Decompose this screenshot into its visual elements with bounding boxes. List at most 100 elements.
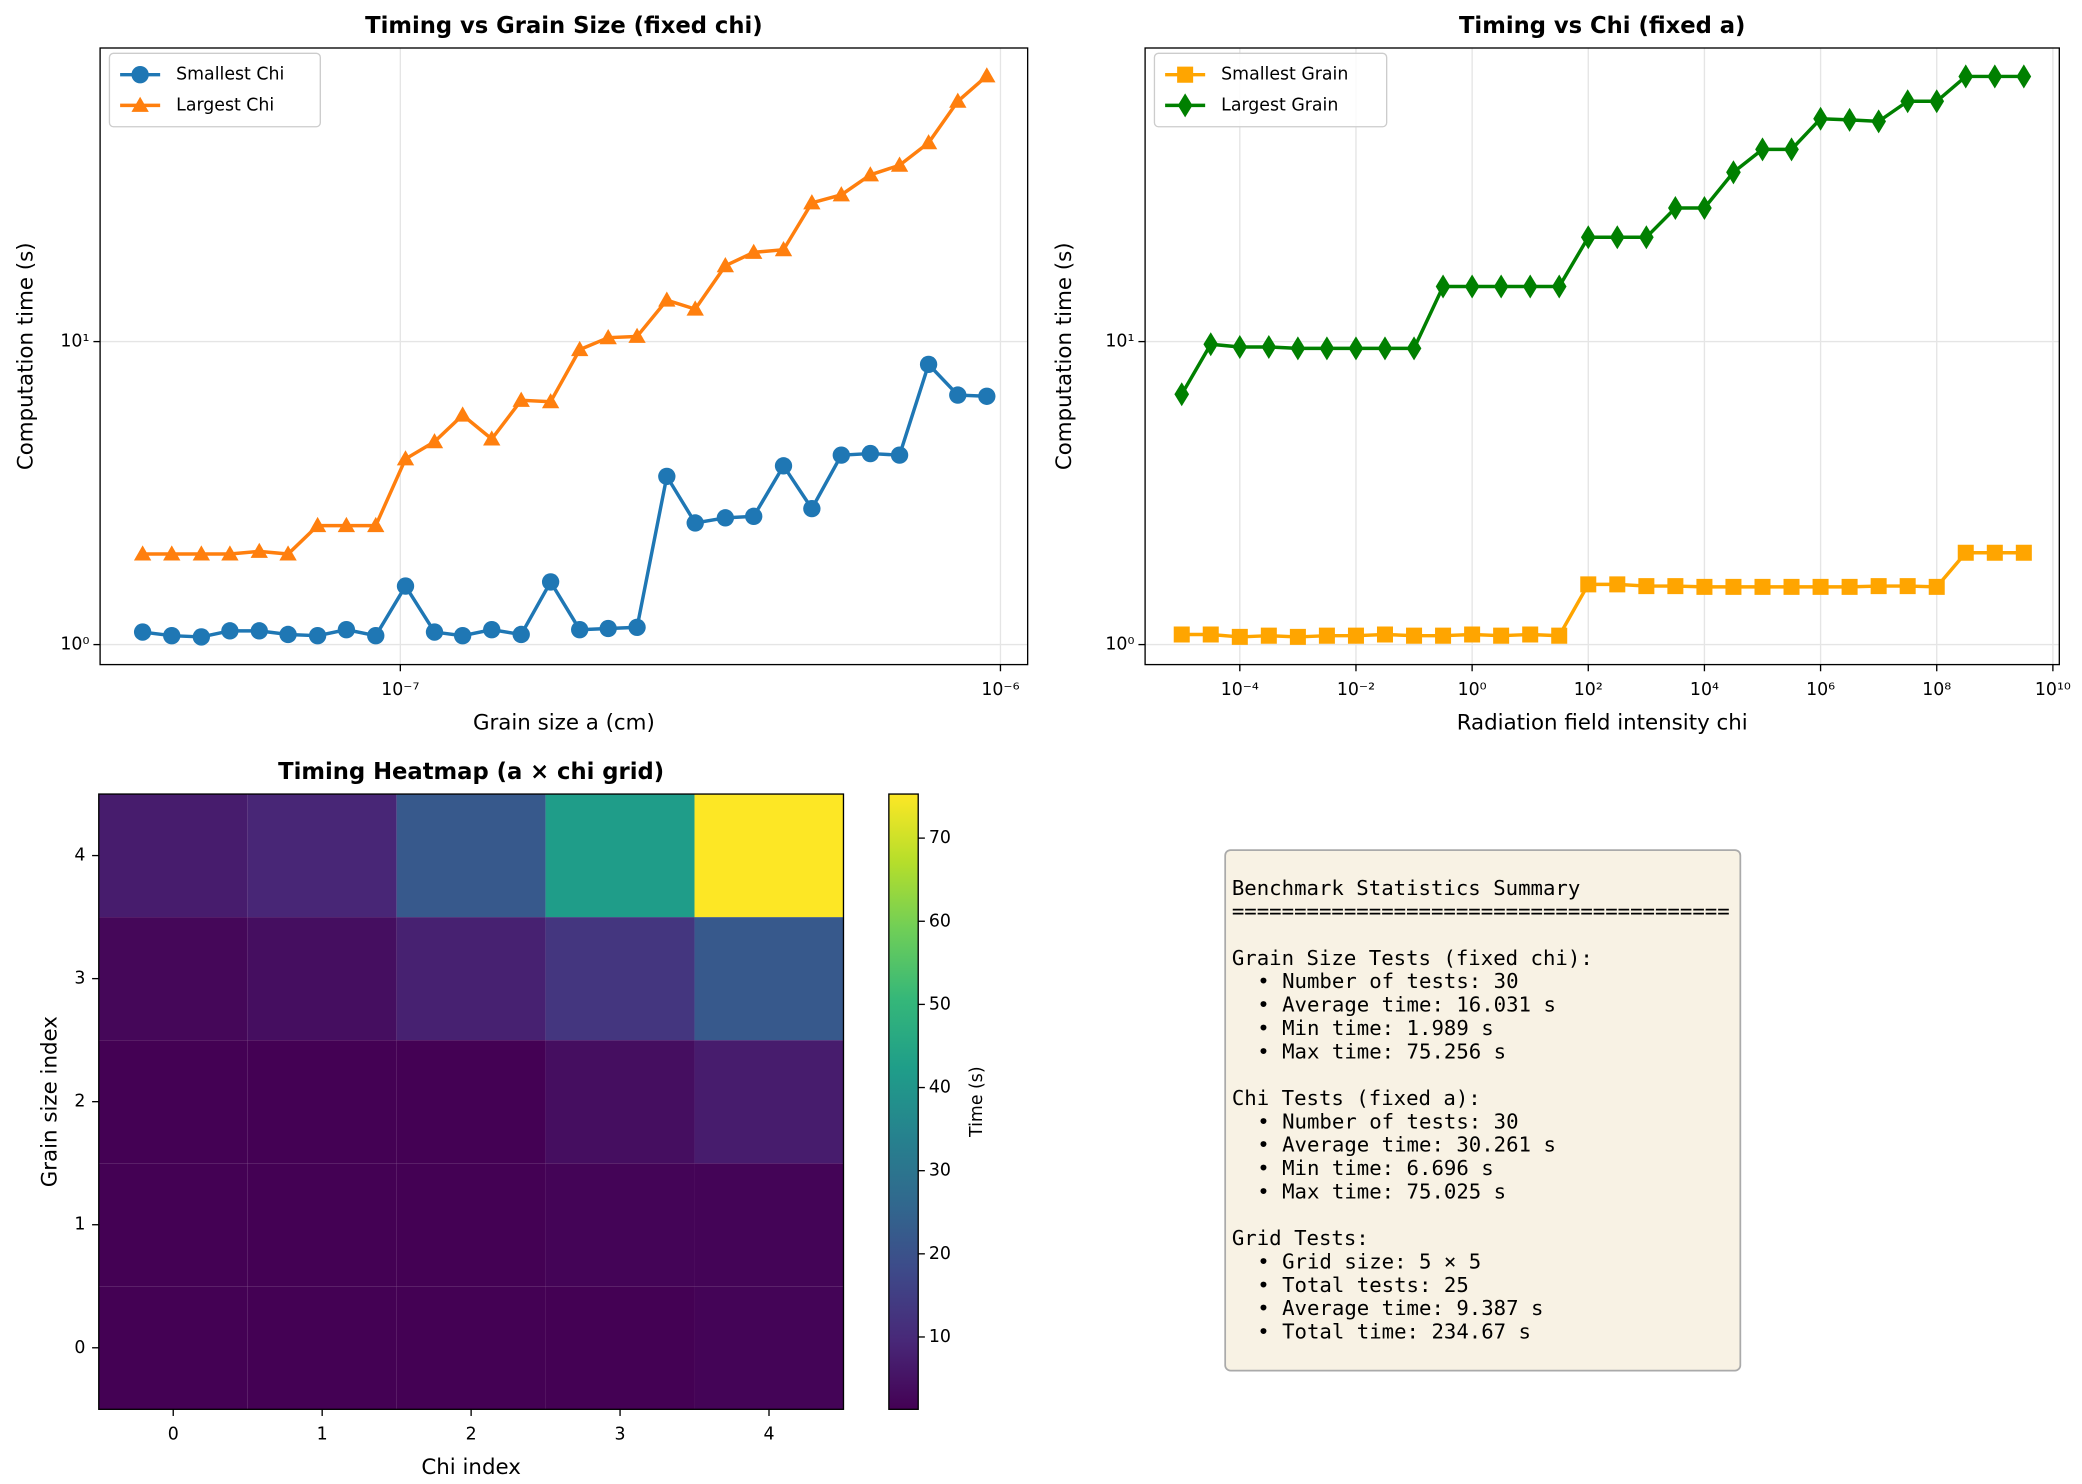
marker	[1813, 106, 1828, 131]
marker	[832, 446, 850, 464]
heatmap-cell	[545, 1040, 695, 1164]
marker	[1899, 578, 1916, 595]
marker	[1348, 336, 1364, 361]
x-tick-label: 10⁻⁴	[1221, 680, 1259, 700]
marker	[1841, 578, 1858, 595]
heatmap-cell	[98, 917, 248, 1041]
colorbar-tick-label: 50	[929, 994, 951, 1014]
marker	[628, 327, 646, 343]
marker	[367, 516, 385, 533]
summary-box	[1224, 849, 1742, 1372]
marker	[192, 628, 211, 646]
marker	[571, 621, 589, 639]
legend-marker	[131, 96, 149, 112]
x-tick-label: 10⁻⁶	[981, 680, 1019, 700]
marker	[250, 622, 268, 640]
marker	[1580, 576, 1597, 593]
y-axis-label: Grain size index	[38, 1016, 63, 1187]
marker	[978, 387, 996, 405]
colorbar-tick-label: 30	[929, 1161, 951, 1181]
marker	[192, 545, 211, 561]
heatmap-cell	[247, 917, 397, 1041]
summary-line: Benchmark Statistics Summary	[1232, 876, 1580, 900]
y-tick-label: 10¹	[1105, 332, 1134, 352]
marker	[1435, 274, 1451, 299]
colorbar	[888, 793, 919, 1410]
marker	[1232, 334, 1248, 359]
marker	[279, 625, 297, 644]
marker	[483, 430, 501, 446]
marker	[1928, 578, 1945, 595]
plot-frame	[1144, 47, 2060, 666]
x-tick-label: 10⁴	[1690, 680, 1719, 700]
marker	[541, 573, 560, 591]
series-line	[142, 361, 987, 639]
marker	[133, 545, 152, 561]
marker	[1435, 627, 1452, 644]
marker	[745, 507, 763, 526]
marker	[1755, 137, 1770, 162]
colorbar-tick-label: 40	[929, 1078, 951, 1098]
heatmap-cell	[396, 917, 546, 1041]
heatmap-cell	[694, 1163, 844, 1287]
marker	[1522, 626, 1539, 643]
x-tick-label: 2	[466, 1425, 477, 1445]
marker	[1203, 332, 1219, 357]
marker	[1493, 627, 1510, 644]
marker	[1929, 89, 1945, 114]
x-tick-label: 10⁻²	[1337, 680, 1375, 700]
marker	[978, 67, 996, 83]
marker	[1493, 274, 1509, 299]
marker	[803, 499, 821, 518]
legend-label: Smallest Chi	[176, 65, 284, 85]
marker	[774, 241, 793, 257]
legend-box	[1153, 52, 1388, 128]
marker	[512, 391, 530, 407]
heatmap-cell	[247, 1163, 397, 1287]
summary-line: • Average time: 16.031 s	[1257, 993, 1556, 1017]
marker	[453, 406, 472, 422]
marker	[1609, 576, 1626, 593]
marker	[1551, 274, 1567, 299]
marker	[890, 446, 909, 464]
x-axis-label: Grain size a (cm)	[473, 710, 655, 735]
heatmap-cell	[694, 794, 844, 918]
y-tick-label: 3	[74, 969, 85, 989]
marker	[1986, 544, 2003, 561]
y-tick-label: 10⁰	[1105, 635, 1134, 655]
heatmap-cell	[545, 1163, 695, 1287]
heatmap-cell	[247, 1286, 397, 1410]
y-tick-label: 2	[74, 1092, 85, 1112]
heatmap-cell	[545, 1286, 695, 1410]
marker	[512, 625, 530, 644]
marker	[1726, 160, 1741, 185]
summary-line: • Total tests: 25	[1257, 1273, 1469, 1297]
summary-line: • Max time: 75.025 s	[1257, 1179, 1506, 1203]
colorbar-tick-label: 20	[929, 1244, 951, 1264]
x-tick-label: 10¹⁰	[2035, 680, 2071, 700]
y-tick-label: 4	[74, 846, 85, 866]
series-line	[1181, 550, 2024, 639]
heatmap-cell	[247, 1040, 397, 1164]
marker	[1639, 225, 1654, 250]
marker	[483, 621, 501, 639]
marker	[919, 355, 938, 374]
marker	[1347, 627, 1364, 644]
marker	[1202, 626, 1219, 643]
marker	[1958, 64, 1974, 89]
marker	[599, 619, 617, 638]
summary-line: • Number of tests: 30	[1257, 969, 1518, 993]
marker	[599, 329, 617, 345]
heatmap-cell	[545, 917, 695, 1041]
marker	[686, 514, 704, 532]
heatmap-cell	[694, 917, 844, 1041]
marker	[861, 444, 880, 463]
marker	[163, 627, 181, 645]
marker	[453, 627, 472, 645]
summary-line: • Average time: 9.387 s	[1257, 1296, 1543, 1320]
x-tick-label: 0	[168, 1425, 179, 1445]
marker	[396, 450, 415, 466]
marker	[1319, 336, 1335, 361]
heatmap-cell	[396, 1286, 546, 1410]
